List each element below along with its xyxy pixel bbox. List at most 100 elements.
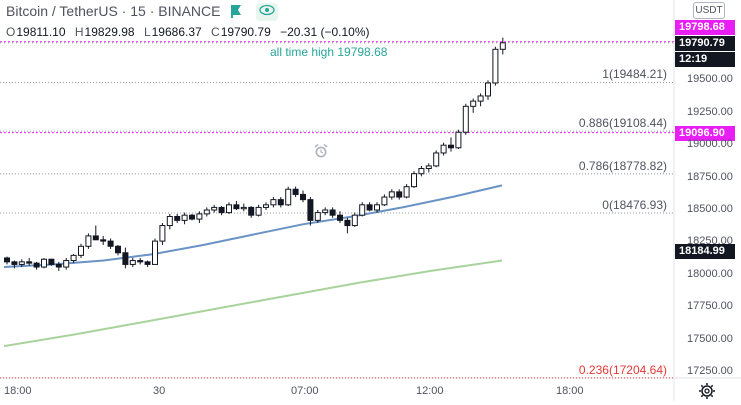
candle[interactable] xyxy=(263,204,269,208)
price-axis-tick: 17250.00 xyxy=(687,365,733,377)
candle[interactable] xyxy=(388,191,395,198)
candle[interactable] xyxy=(218,206,225,214)
moving-average-fast[interactable] xyxy=(3,184,503,268)
candle[interactable] xyxy=(55,263,62,268)
price-axis-tick: 18750.00 xyxy=(687,170,733,183)
candle[interactable] xyxy=(100,239,107,242)
candle[interactable] xyxy=(285,188,292,206)
price-axis-tick: 19500.00 xyxy=(687,73,733,86)
price-tag: 18184.99 xyxy=(675,243,735,259)
flag-icon[interactable] xyxy=(230,4,242,21)
candles xyxy=(4,37,506,271)
candle[interactable] xyxy=(485,82,491,97)
candle[interactable] xyxy=(492,48,499,84)
candle[interactable] xyxy=(122,252,129,265)
candle[interactable] xyxy=(70,254,77,262)
candle[interactable] xyxy=(174,215,181,221)
moving-averages xyxy=(3,184,503,348)
currency-button[interactable]: USDT xyxy=(693,2,725,19)
candle[interactable] xyxy=(129,260,136,265)
candle[interactable] xyxy=(189,214,195,220)
fibonacci-levels xyxy=(0,81,674,379)
candle[interactable] xyxy=(181,214,188,221)
candle[interactable] xyxy=(418,168,425,175)
candle[interactable] xyxy=(300,193,306,201)
candle[interactable] xyxy=(374,204,380,211)
close-key: C xyxy=(211,25,220,39)
candle[interactable] xyxy=(277,199,284,206)
price-tag: 19798.68 xyxy=(675,19,735,35)
candle[interactable] xyxy=(63,260,70,268)
candle[interactable] xyxy=(433,152,440,167)
candle[interactable] xyxy=(381,196,388,206)
candle[interactable] xyxy=(499,42,506,50)
candle[interactable] xyxy=(18,261,25,265)
candle[interactable] xyxy=(33,262,40,268)
candle[interactable] xyxy=(41,258,47,268)
candle[interactable] xyxy=(211,206,218,211)
candle[interactable] xyxy=(359,204,366,216)
candle[interactable] xyxy=(115,245,121,254)
candle[interactable] xyxy=(152,240,158,265)
candle[interactable] xyxy=(48,258,55,265)
settings-gear-icon[interactable] xyxy=(698,382,716,400)
candle[interactable] xyxy=(203,209,210,215)
candle[interactable] xyxy=(270,199,277,206)
candle[interactable] xyxy=(11,261,18,265)
candle[interactable] xyxy=(322,209,329,214)
visibility-eye-icon[interactable] xyxy=(256,3,279,22)
candle[interactable] xyxy=(144,261,151,265)
candle[interactable] xyxy=(329,209,336,216)
candle[interactable] xyxy=(470,100,477,107)
candle[interactable] xyxy=(85,235,92,247)
candle[interactable] xyxy=(26,261,33,264)
candle[interactable] xyxy=(396,191,403,198)
fib-label: 0.236(17204.64) xyxy=(578,362,667,377)
candle[interactable] xyxy=(92,235,99,241)
candle[interactable] xyxy=(137,260,144,263)
candle[interactable] xyxy=(344,219,351,227)
candle[interactable] xyxy=(255,206,262,216)
candle[interactable] xyxy=(248,206,255,216)
price-axis-tick: 18500.00 xyxy=(687,203,733,215)
all-time-high-note[interactable]: all time high 19798.68 xyxy=(270,45,388,59)
candle[interactable] xyxy=(159,225,166,242)
candle[interactable] xyxy=(314,212,321,221)
time-axis-tick: 30 xyxy=(153,385,166,397)
price-axis-tick: 19250.00 xyxy=(687,105,733,118)
alarm-clock-icon[interactable] xyxy=(313,143,329,164)
high-key: H xyxy=(74,25,84,39)
candle[interactable] xyxy=(411,173,417,188)
time-axis-tick: 07:00 xyxy=(291,385,319,397)
candle[interactable] xyxy=(366,204,373,211)
candle[interactable] xyxy=(307,199,314,221)
candle[interactable] xyxy=(462,105,469,133)
candle[interactable] xyxy=(4,257,10,263)
price-axis-tick: 19000.00 xyxy=(687,138,733,151)
candle[interactable] xyxy=(351,214,358,227)
candle[interactable] xyxy=(337,214,343,221)
candle[interactable] xyxy=(107,240,114,247)
candle[interactable] xyxy=(166,215,173,227)
price-axis-tick: 17750.00 xyxy=(687,300,733,313)
high-value: 19829.98 xyxy=(84,25,135,39)
candle[interactable] xyxy=(233,204,240,210)
candle[interactable] xyxy=(455,131,462,149)
candle[interactable] xyxy=(226,204,232,214)
fib-label: 1(19484.21) xyxy=(602,67,667,82)
candle[interactable] xyxy=(425,165,432,170)
candle[interactable] xyxy=(448,144,454,149)
symbol-title[interactable]: Bitcoin / TetherUS · 15 · BINANCE xyxy=(6,3,221,19)
horizontal-lines xyxy=(0,41,674,134)
candle[interactable] xyxy=(440,144,447,154)
candle[interactable] xyxy=(196,213,203,220)
candle[interactable] xyxy=(403,186,410,198)
moving-average-slow[interactable] xyxy=(3,259,503,348)
candle[interactable] xyxy=(292,188,299,195)
candle[interactable] xyxy=(477,95,484,102)
ohlc-readout: O19811.10 H19829.98 L19686.37 C19790.79 … xyxy=(6,25,376,39)
candle[interactable] xyxy=(78,245,84,256)
price-axis-tick: 18250.00 xyxy=(687,235,733,248)
candle[interactable] xyxy=(240,206,247,210)
